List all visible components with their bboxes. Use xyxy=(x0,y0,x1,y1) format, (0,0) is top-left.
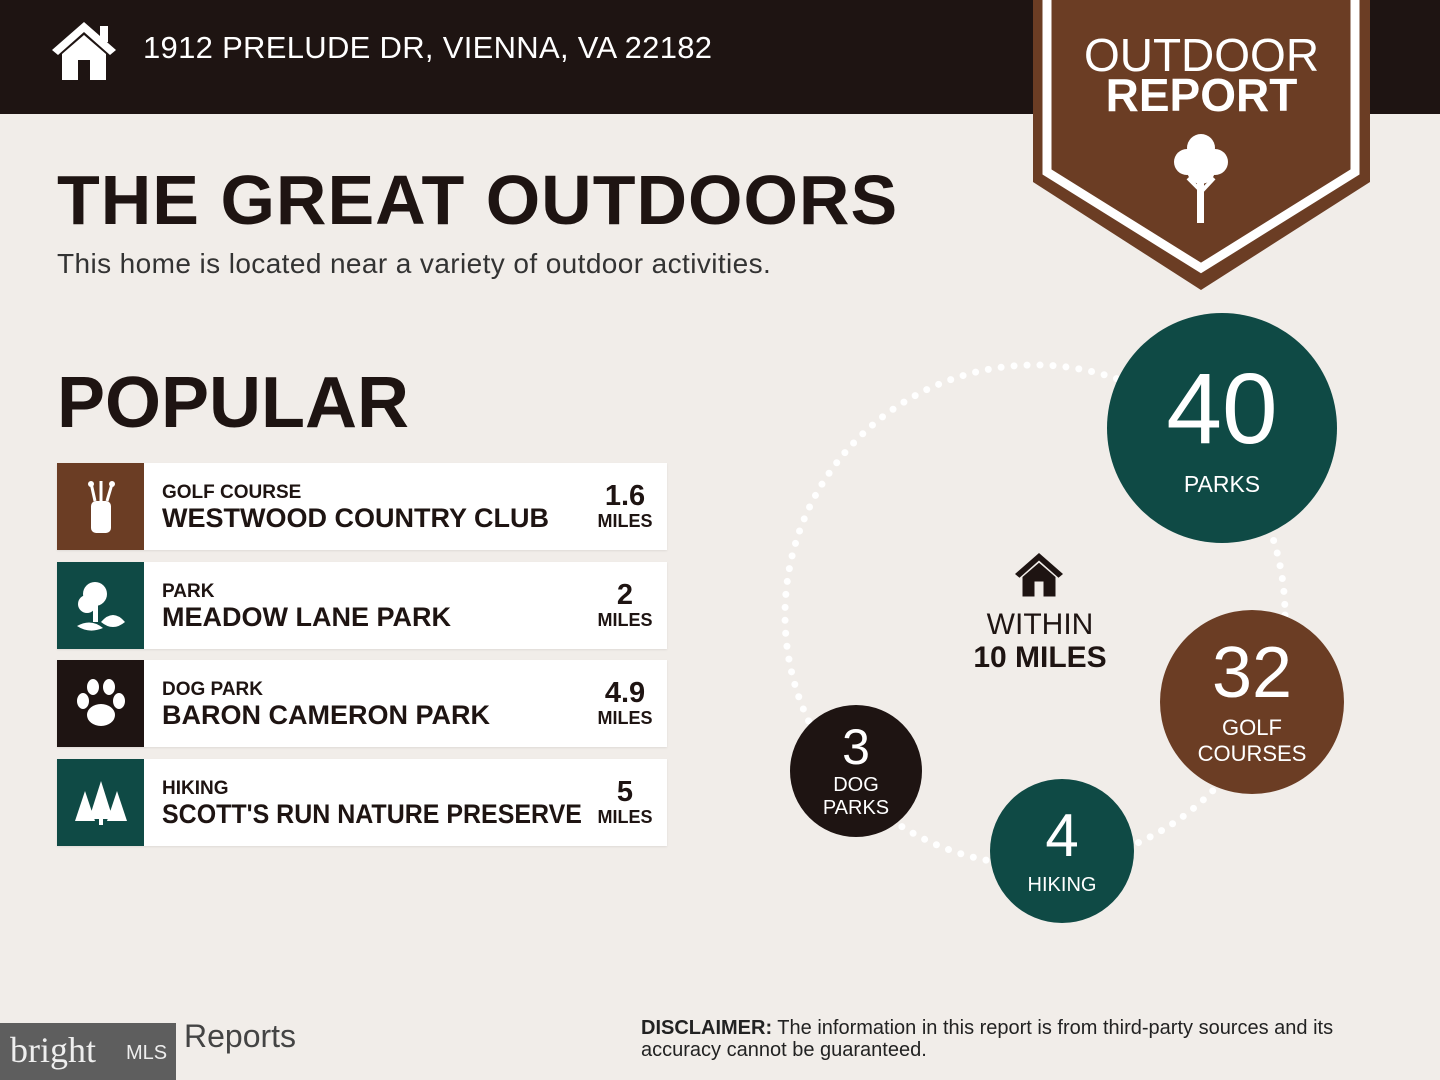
within-radius-label: WITHIN 10 MILES xyxy=(940,608,1140,674)
popular-item: PARK MEADOW LANE PARK 2 MILES xyxy=(57,562,667,649)
disclaimer: DISCLAIMER: The information in this repo… xyxy=(641,1017,1401,1062)
home-icon xyxy=(52,22,116,80)
badge-title-2: REPORT xyxy=(1105,69,1298,121)
count-label: DOG xyxy=(833,774,879,796)
distance-value: 4.9 xyxy=(604,677,646,709)
count-label: GOLF xyxy=(1222,715,1282,740)
count-value: 3 xyxy=(842,719,870,775)
count-value: 32 xyxy=(1211,633,1293,713)
disclaimer-text: The information in this report is from t… xyxy=(641,1017,1334,1062)
distance-unit: MILES xyxy=(597,807,653,827)
bright-mls-logo: bright MLS xyxy=(0,1023,176,1080)
item-category: DOG PARK xyxy=(162,679,263,700)
count-label: HIKING xyxy=(1027,873,1097,896)
paw-icon xyxy=(57,660,144,747)
distance-value: 2 xyxy=(616,579,634,611)
popular-heading: POPULAR xyxy=(57,363,410,443)
count-hiking: 4 HIKING xyxy=(990,779,1134,923)
item-name: SCOTT'S RUN NATURE PRESERVE xyxy=(162,799,582,829)
distance-value: 5 xyxy=(616,776,634,808)
item-category: PARK xyxy=(162,581,215,602)
item-category: GOLF COURSE xyxy=(162,482,302,503)
item-distance: 1.6 MILES xyxy=(593,480,657,532)
count-parks: 40 PARKS xyxy=(1107,313,1337,543)
distance-unit: MILES xyxy=(597,511,653,531)
distance-unit: MILES xyxy=(597,708,653,728)
count-golf-courses: 32 GOLF COURSES xyxy=(1160,610,1344,794)
count-label-2: PARKS xyxy=(822,797,890,819)
count-value: 4 xyxy=(1045,801,1079,869)
item-name: MEADOW LANE PARK xyxy=(162,602,451,632)
popular-item: GOLF COURSE WESTWOOD COUNTRY CLUB 1.6 MIL… xyxy=(57,463,667,550)
item-distance: 4.9 MILES xyxy=(593,677,657,729)
property-address: 1912 PRELUDE DR, VIENNA, VA 22182 xyxy=(143,30,713,65)
item-distance: 5 MILES xyxy=(593,776,657,828)
count-value: 40 xyxy=(1166,352,1278,465)
within-line1: WITHIN xyxy=(986,608,1094,641)
distance-unit: MILES xyxy=(597,610,653,630)
park-tree-icon xyxy=(57,562,144,649)
item-name: WESTWOOD COUNTRY CLUB xyxy=(162,503,549,533)
count-dog-parks: 3 DOG PARKS xyxy=(790,705,922,837)
distance-value: 1.6 xyxy=(604,480,646,512)
home-icon xyxy=(1015,553,1063,597)
item-distance: 2 MILES xyxy=(593,579,657,631)
count-label-2: COURSES xyxy=(1197,741,1307,766)
golf-bag-icon xyxy=(57,463,144,550)
count-label: PARKS xyxy=(1183,470,1261,497)
page-title: THE GREAT OUTDOORS xyxy=(57,161,899,239)
popular-item: DOG PARK BARON CAMERON PARK 4.9 MILES xyxy=(57,660,667,747)
item-name: BARON CAMERON PARK xyxy=(162,700,490,730)
within-line2: 10 MILES xyxy=(973,641,1107,674)
badge-title-1: OUTDOOR xyxy=(1083,29,1320,81)
popular-item: HIKING SCOTT'S RUN NATURE PRESERVE 5 MILE… xyxy=(57,759,667,846)
page-subtitle: This home is located near a variety of o… xyxy=(57,248,772,279)
tree-icon xyxy=(1174,134,1228,223)
pine-trees-icon xyxy=(57,759,144,846)
item-category: HIKING xyxy=(162,778,229,799)
reports-logo-text: Reports xyxy=(184,1018,297,1054)
disclaimer-label: DISCLAIMER: xyxy=(641,1017,773,1039)
